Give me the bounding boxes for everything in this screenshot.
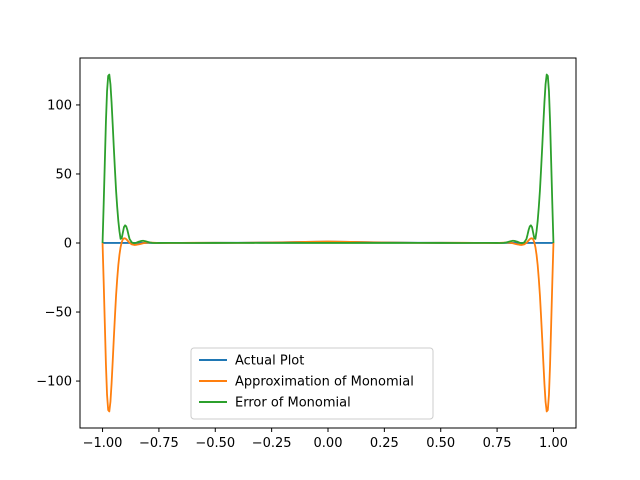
x-tick-label: 0.75 xyxy=(483,436,512,451)
y-axis: −100 −50 0 50 100 xyxy=(36,98,80,390)
legend-box xyxy=(190,347,434,420)
x-tick-label: −0.50 xyxy=(195,436,235,451)
x-tick-label: −0.75 xyxy=(139,436,179,451)
legend-label: Error of Monomial xyxy=(235,396,351,411)
y-tick-label: −100 xyxy=(36,375,72,390)
x-tick-label: −1.00 xyxy=(83,436,123,451)
series-line-1 xyxy=(101,237,555,413)
legend-label: Approximation of Monomial xyxy=(235,375,414,390)
legend-label: Actual Plot xyxy=(235,354,304,369)
x-tick-label: 0.50 xyxy=(426,436,455,451)
x-tick-label: 0.00 xyxy=(314,436,343,451)
legend: Actual Plot Approximation of Monomial Erro… xyxy=(190,347,434,420)
y-tick-label: −50 xyxy=(45,306,72,321)
series-line-2 xyxy=(101,73,555,245)
y-tick-label: 0 xyxy=(64,237,72,252)
x-axis: −1.00 −0.75 −0.50 −0.25 0.00 0.25 0.50 0.75 1.00 xyxy=(83,428,568,451)
x-tick-label: −0.25 xyxy=(252,436,292,451)
series-layer xyxy=(101,73,555,413)
y-tick-label: 100 xyxy=(47,98,72,113)
y-tick-label: 50 xyxy=(55,167,72,182)
x-tick-label: 0.25 xyxy=(370,436,399,451)
x-tick-label: 1.00 xyxy=(539,436,568,451)
